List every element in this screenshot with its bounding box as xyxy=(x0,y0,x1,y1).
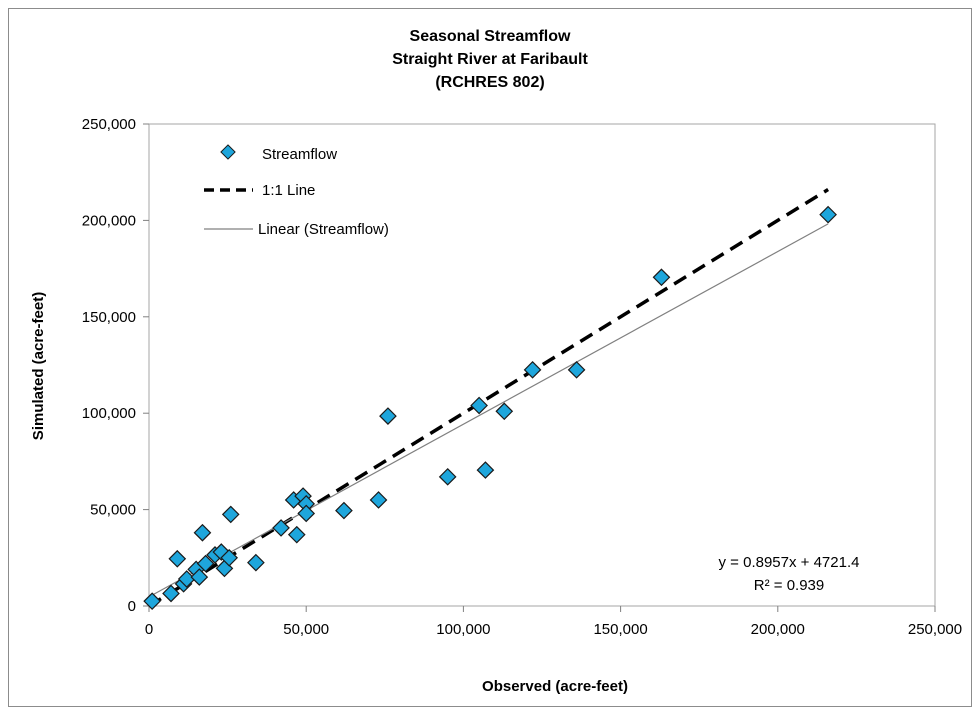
data-point xyxy=(168,549,187,568)
legend: Streamflow 1:1 Line Linear (Streamflow) xyxy=(204,144,389,238)
legend-label-one-to-one: 1:1 Line xyxy=(262,182,315,199)
x-axis-title: Observed (acre-feet) xyxy=(482,678,628,695)
chart-station-id: (RCHRES 802) xyxy=(435,74,545,91)
x-tick-label: 250,000 xyxy=(908,621,962,638)
data-point xyxy=(221,505,240,524)
data-point xyxy=(470,396,488,415)
y-tick-label: 0 xyxy=(128,598,136,615)
data-point xyxy=(162,584,180,603)
data-point xyxy=(495,402,514,421)
linear-trendline xyxy=(148,223,829,598)
data-point xyxy=(287,525,306,544)
x-tick-label: 100,000 xyxy=(436,621,490,638)
data-point xyxy=(476,461,495,479)
data-point xyxy=(143,592,161,611)
legend-label-linear: Linear (Streamflow) xyxy=(258,221,389,238)
data-point xyxy=(567,360,586,379)
y-tick-label: 50,000 xyxy=(90,502,136,519)
data-point xyxy=(190,568,209,586)
data-point xyxy=(523,360,542,379)
data-point xyxy=(272,519,290,537)
trendline-r-squared: R² = 0.939 xyxy=(754,577,824,594)
data-point xyxy=(369,491,388,509)
data-point xyxy=(438,467,457,486)
trendline-equation: y = 0.8957x + 4721.4 xyxy=(719,554,860,571)
data-point xyxy=(220,548,239,567)
data-point xyxy=(335,501,353,520)
x-tick-label: 50,000 xyxy=(283,621,329,638)
data-point xyxy=(819,205,837,224)
x-tick-label: 0 xyxy=(145,621,153,638)
x-tick-label: 150,000 xyxy=(593,621,647,638)
legend-marker-streamflow xyxy=(220,144,236,160)
data-point xyxy=(196,554,215,573)
y-tick-label: 150,000 xyxy=(82,309,136,326)
y-axis-title: Simulated (acre-feet) xyxy=(30,292,47,440)
y-axis: 0 50,000 100,000 150,000 200,000 250,000 xyxy=(82,116,149,615)
legend-label-streamflow: Streamflow xyxy=(262,146,337,163)
y-tick-label: 200,000 xyxy=(82,212,136,229)
x-tick-label: 200,000 xyxy=(751,621,805,638)
chart-title: Seasonal Streamflow xyxy=(409,28,571,45)
data-point xyxy=(379,407,397,425)
one-to-one-line xyxy=(148,188,830,608)
data-point xyxy=(193,523,212,542)
data-point xyxy=(652,268,671,287)
series-lines xyxy=(148,188,830,608)
data-point xyxy=(297,504,316,523)
series-points xyxy=(143,205,837,611)
chart-subtitle: Straight River at Faribault xyxy=(392,51,588,68)
data-point xyxy=(247,553,265,572)
x-axis: 0 50,000 100,000 150,000 200,000 250,000 xyxy=(145,606,962,638)
y-tick-label: 250,000 xyxy=(82,116,136,133)
y-tick-label: 100,000 xyxy=(82,405,136,422)
